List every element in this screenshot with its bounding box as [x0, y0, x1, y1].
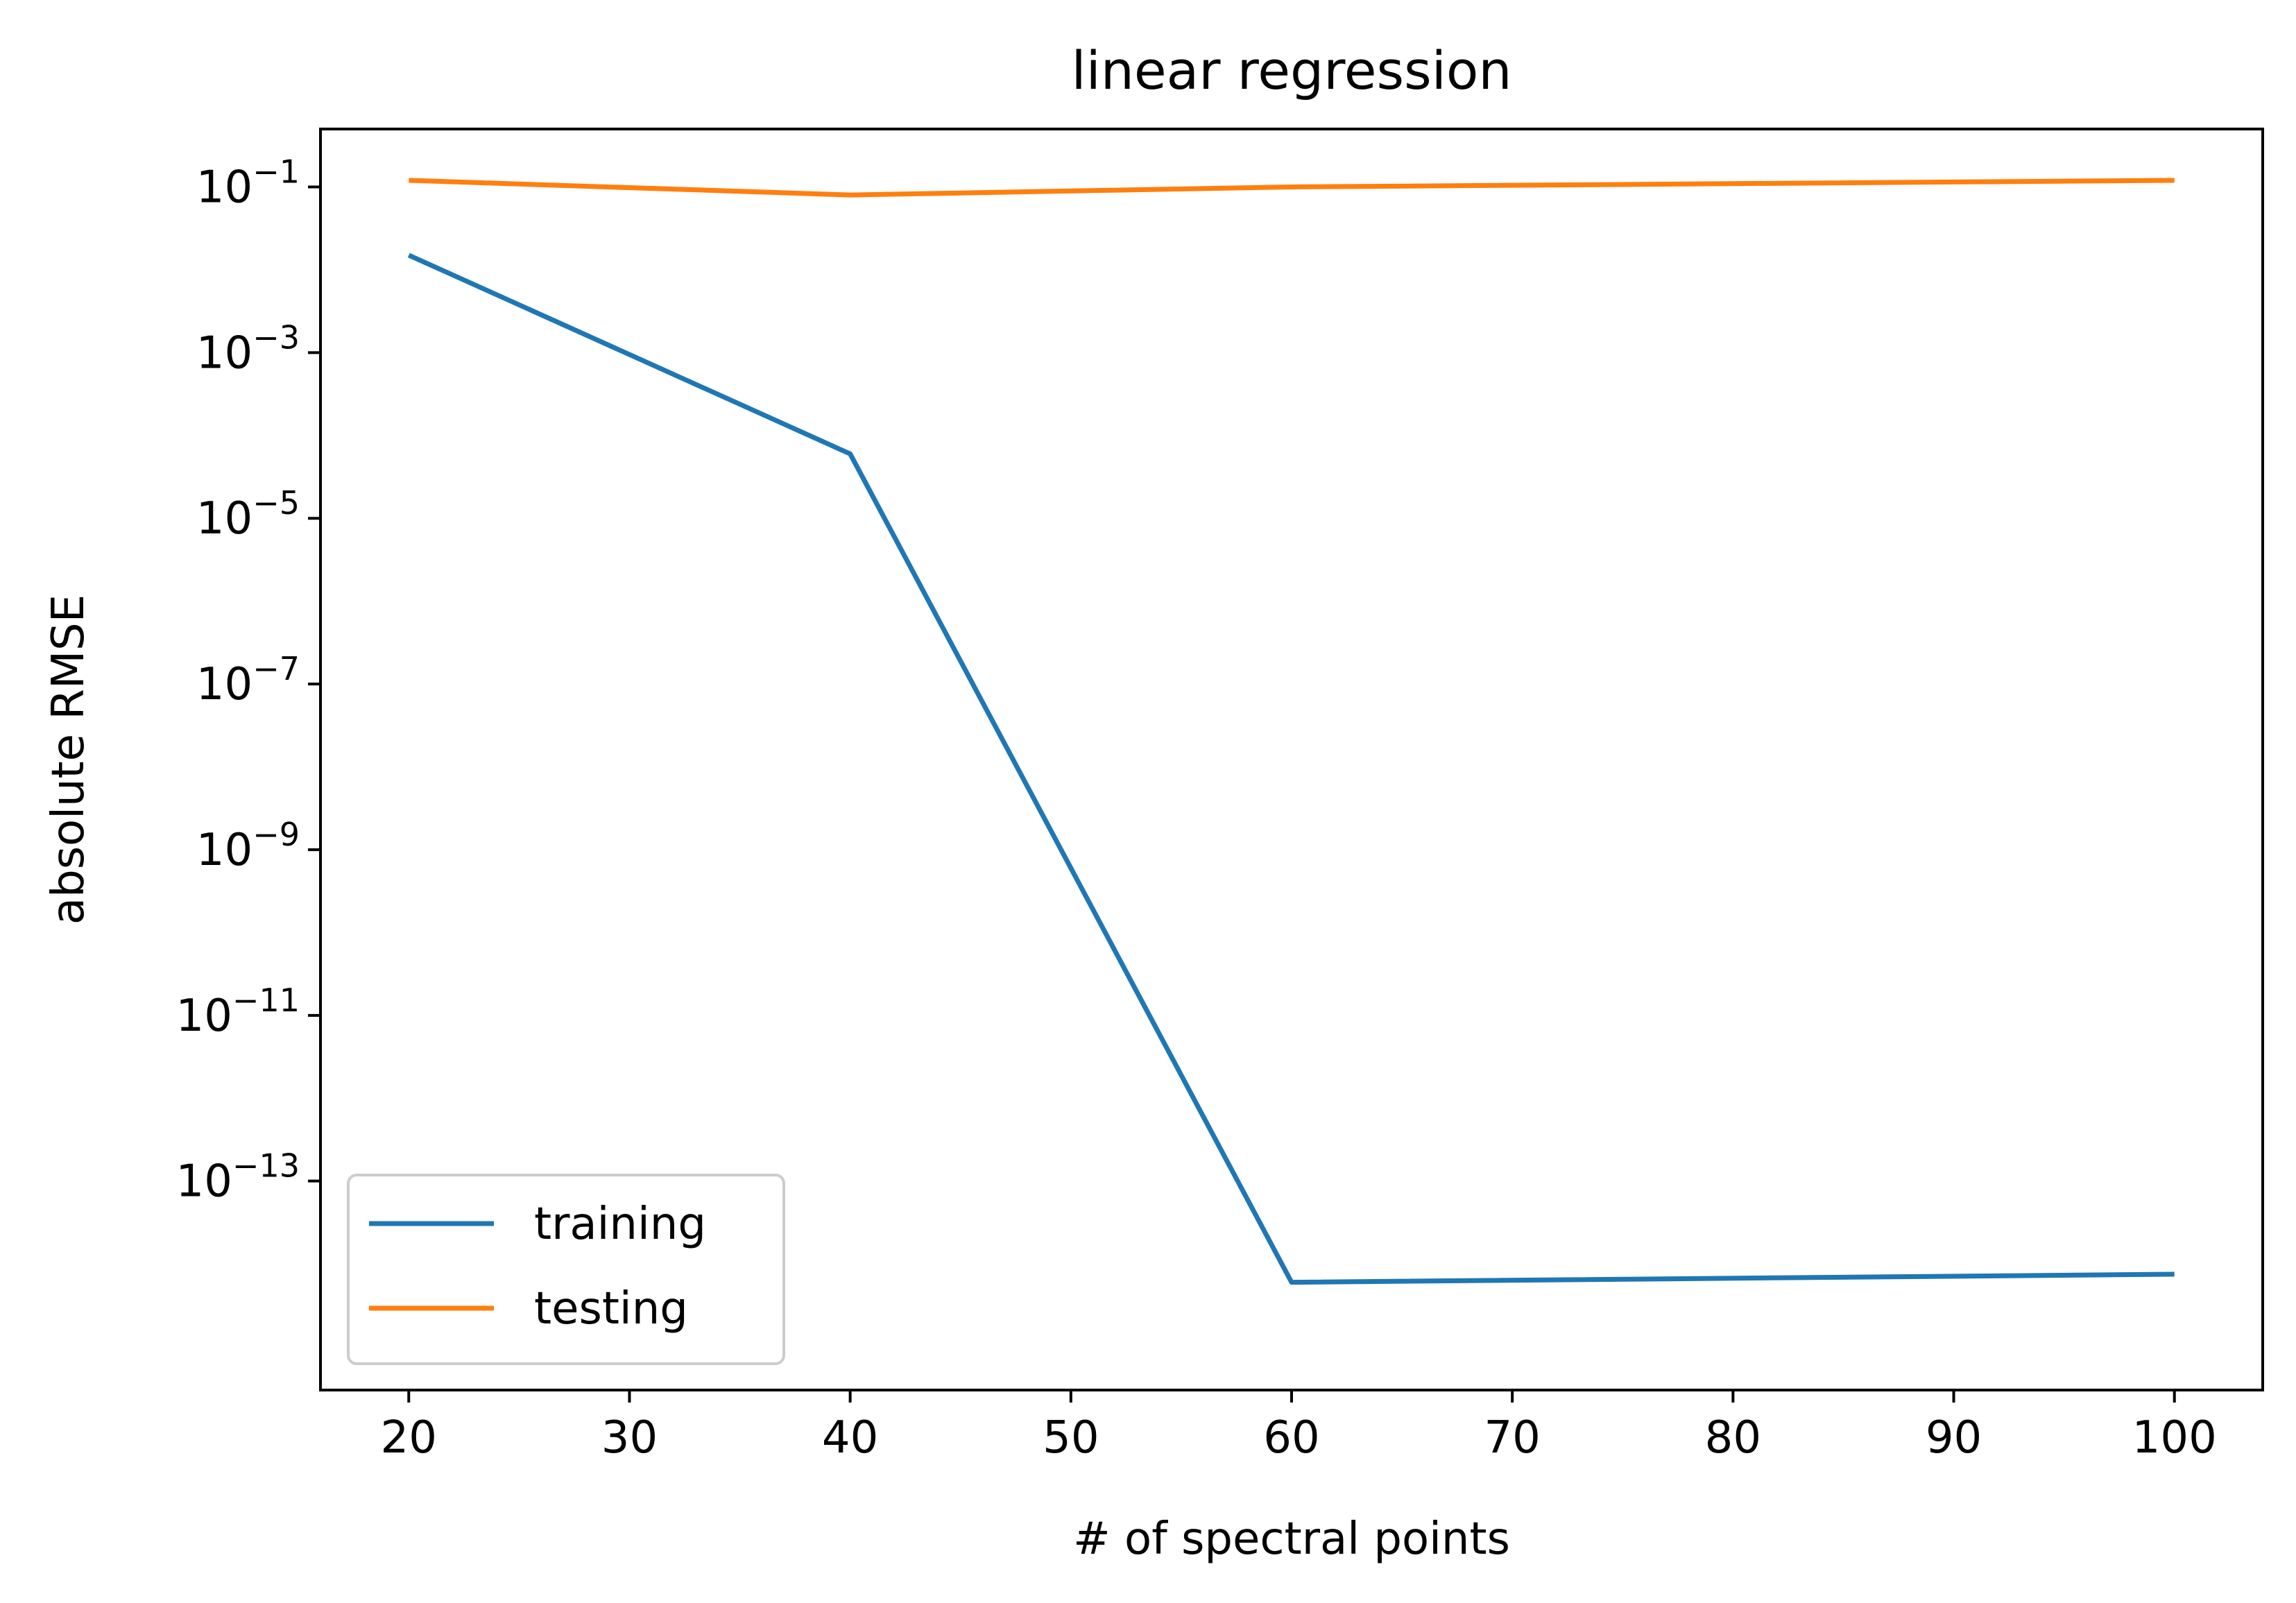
legend-label-training: training	[534, 1199, 706, 1250]
y-tick-base: 10	[196, 493, 252, 545]
y-axis-label: absolute RMSE	[43, 594, 94, 925]
x-tick-label: 30	[601, 1412, 658, 1464]
y-tick-base: 10	[196, 825, 252, 876]
series-layer	[407, 178, 2175, 1285]
series-line-training	[407, 252, 2175, 1285]
y-tick-exponent: −7	[252, 650, 300, 687]
x-tick-label: 100	[2132, 1412, 2217, 1464]
y-tick-exponent: −3	[252, 318, 300, 356]
x-tick-label: 20	[381, 1412, 437, 1464]
x-axis-label: # of spectral points	[1073, 1514, 1510, 1565]
y-tick-base: 10	[175, 1156, 232, 1208]
x-tick-label: 60	[1263, 1412, 1319, 1464]
y-tick-base: 10	[196, 162, 252, 213]
x-tick-label: 50	[1043, 1412, 1099, 1464]
x-tick-label: 70	[1484, 1412, 1540, 1464]
x-axis: 20 30 40 50 60 70 80 90 100	[381, 1390, 2217, 1464]
y-tick-label: 10−1	[196, 153, 300, 213]
y-tick-exponent: −5	[252, 484, 300, 522]
y-tick-label: 10−7	[196, 650, 300, 710]
y-tick-exponent: −9	[252, 816, 300, 853]
x-tick-label: 80	[1705, 1412, 1761, 1464]
y-tick-base: 10	[196, 327, 252, 379]
y-tick-exponent: −13	[232, 1147, 300, 1185]
series-line-testing	[409, 178, 2175, 198]
x-tick-label: 40	[822, 1412, 878, 1464]
y-tick-label: 10−11	[175, 981, 300, 1042]
x-tick-label: 90	[1926, 1412, 1982, 1464]
y-tick-label: 10−5	[196, 484, 300, 545]
y-tick-base: 10	[175, 991, 232, 1042]
y-tick-base: 10	[196, 659, 252, 710]
y-tick-label: 10−13	[175, 1147, 300, 1208]
y-tick-label: 10−9	[196, 816, 300, 876]
y-tick-label: 10−3	[196, 318, 300, 379]
legend: training testing	[347, 1174, 785, 1365]
y-tick-exponent: −1	[252, 153, 300, 190]
chart-title: linear regression	[1071, 40, 1511, 101]
legend-label-testing: testing	[534, 1283, 688, 1335]
y-tick-exponent: −11	[232, 981, 300, 1019]
